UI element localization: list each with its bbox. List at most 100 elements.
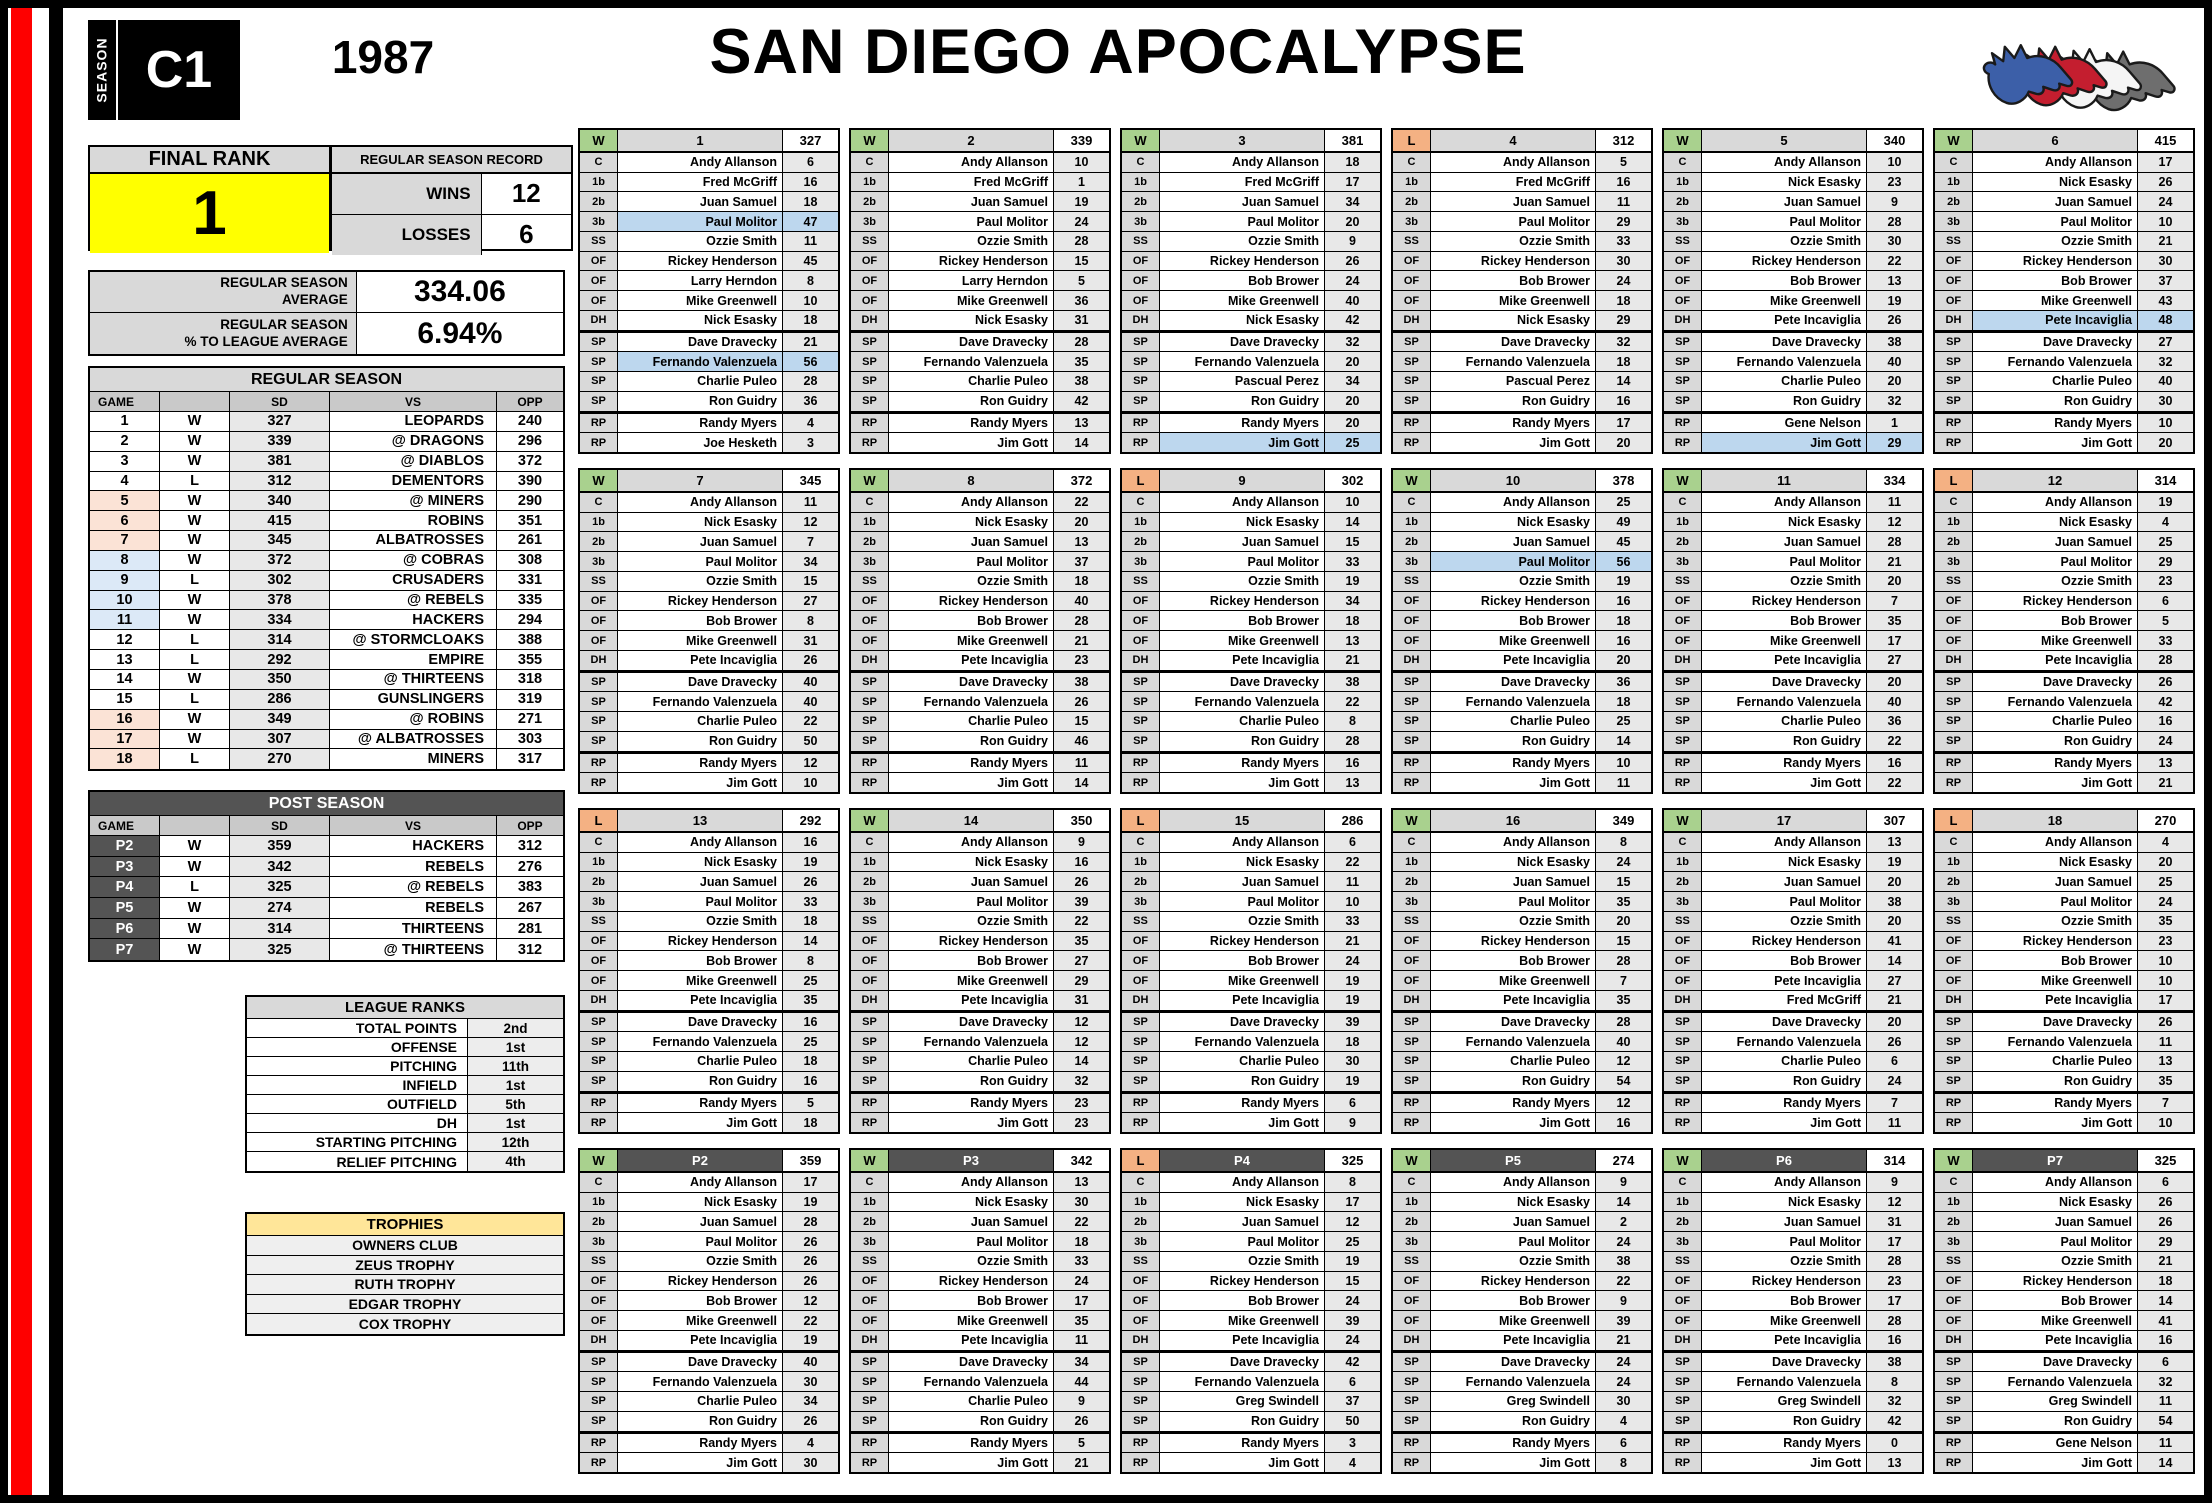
player-name[interactable]: Bob Brower bbox=[1431, 611, 1596, 631]
player-name[interactable]: Bob Brower bbox=[1973, 611, 2138, 631]
box-result[interactable]: W bbox=[1935, 130, 1973, 151]
player-points[interactable]: 21 bbox=[1054, 631, 1109, 650]
box-game-number[interactable]: 7 bbox=[618, 470, 783, 491]
player-points[interactable]: 26 bbox=[783, 872, 838, 892]
player-name[interactable]: Jim Gott bbox=[889, 1453, 1054, 1473]
player-points[interactable]: 24 bbox=[1596, 1352, 1651, 1372]
player-points[interactable]: 42 bbox=[1325, 310, 1380, 330]
player-name[interactable]: Ozzie Smith bbox=[1973, 1251, 2138, 1271]
player-points[interactable]: 8 bbox=[1596, 1453, 1651, 1473]
player-points[interactable]: 30 bbox=[1596, 251, 1651, 271]
player-points[interactable]: 31 bbox=[1867, 1212, 1922, 1232]
player-name[interactable]: Ozzie Smith bbox=[1702, 911, 1867, 931]
player-name[interactable]: Juan Samuel bbox=[889, 872, 1054, 892]
player-name[interactable]: Juan Samuel bbox=[1702, 192, 1867, 212]
box-game-number[interactable]: 17 bbox=[1702, 810, 1867, 831]
player-name[interactable]: Ron Guidry bbox=[1431, 391, 1596, 411]
player-points[interactable]: 14 bbox=[1596, 372, 1651, 391]
player-name[interactable]: Dave Dravecky bbox=[1431, 332, 1596, 352]
player-points[interactable]: 34 bbox=[1325, 372, 1380, 391]
player-name[interactable]: Fernando Valenzuela bbox=[1160, 692, 1325, 712]
player-points[interactable]: 8 bbox=[1867, 1372, 1922, 1392]
player-name[interactable]: Larry Herndon bbox=[889, 271, 1054, 291]
cell-sd-score[interactable]: 381 bbox=[230, 451, 330, 471]
player-points[interactable]: 18 bbox=[783, 310, 838, 330]
player-points[interactable]: 14 bbox=[1867, 951, 1922, 971]
player-name[interactable]: Ozzie Smith bbox=[618, 1251, 783, 1271]
player-name[interactable]: Fernando Valenzuela bbox=[889, 1032, 1054, 1052]
player-points[interactable]: 20 bbox=[1867, 1012, 1922, 1032]
player-points[interactable]: 28 bbox=[1054, 231, 1109, 251]
player-points[interactable]: 16 bbox=[2138, 712, 2193, 731]
player-points[interactable]: 16 bbox=[1867, 1330, 1922, 1350]
box-game-number[interactable]: 10 bbox=[1431, 470, 1596, 491]
box-team-score[interactable]: 314 bbox=[1867, 1150, 1922, 1171]
player-name[interactable]: Mike Greenwell bbox=[1973, 631, 2138, 650]
trophy-item[interactable]: OWNERS CLUB bbox=[247, 1236, 563, 1255]
player-name[interactable]: Jim Gott bbox=[1702, 1453, 1867, 1473]
player-name[interactable]: Ozzie Smith bbox=[1431, 1251, 1596, 1271]
player-name[interactable]: Bob Brower bbox=[1702, 1291, 1867, 1311]
cell-sd-score[interactable]: 292 bbox=[230, 650, 330, 669]
player-points[interactable]: 16 bbox=[1596, 591, 1651, 611]
player-points[interactable]: 42 bbox=[1867, 1411, 1922, 1431]
player-name[interactable]: Dave Dravecky bbox=[1160, 1012, 1325, 1032]
player-points[interactable]: 39 bbox=[1596, 1311, 1651, 1330]
player-points[interactable]: 17 bbox=[2138, 153, 2193, 172]
player-name[interactable]: Nick Esasky bbox=[1160, 512, 1325, 532]
box-result[interactable]: L bbox=[1935, 810, 1973, 831]
player-name[interactable]: Juan Samuel bbox=[1973, 532, 2138, 552]
player-points[interactable]: 14 bbox=[2138, 1453, 2193, 1473]
box-result[interactable]: L bbox=[1122, 1150, 1160, 1171]
box-team-score[interactable]: 345 bbox=[783, 470, 838, 491]
cell-game-number[interactable]: P5 bbox=[90, 898, 160, 918]
box-game-number[interactable]: 1 bbox=[618, 130, 783, 151]
player-points[interactable]: 36 bbox=[1596, 672, 1651, 692]
player-points[interactable]: 15 bbox=[783, 571, 838, 591]
player-points[interactable]: 20 bbox=[1596, 911, 1651, 931]
player-name[interactable]: Paul Molitor bbox=[889, 1232, 1054, 1251]
player-points[interactable]: 40 bbox=[1596, 1032, 1651, 1052]
cell-game-number[interactable]: 4 bbox=[90, 471, 160, 491]
player-name[interactable]: Ron Guidry bbox=[889, 391, 1054, 411]
cell-opponent-name[interactable]: ALBATROSSES bbox=[330, 531, 497, 550]
player-points[interactable]: 25 bbox=[1325, 433, 1380, 453]
player-points[interactable]: 12 bbox=[783, 512, 838, 532]
player-points[interactable]: 10 bbox=[2138, 413, 2193, 433]
player-name[interactable]: Randy Myers bbox=[1160, 753, 1325, 773]
player-name[interactable]: Paul Molitor bbox=[618, 892, 783, 911]
cell-sd-score[interactable]: 359 bbox=[230, 836, 330, 856]
player-points[interactable]: 26 bbox=[2138, 172, 2193, 192]
player-points[interactable]: 5 bbox=[2138, 611, 2193, 631]
player-name[interactable]: Randy Myers bbox=[1702, 1433, 1867, 1453]
player-points[interactable]: 9 bbox=[1596, 1291, 1651, 1311]
player-points[interactable]: 21 bbox=[1325, 650, 1380, 670]
player-points[interactable]: 25 bbox=[783, 1032, 838, 1052]
player-points[interactable]: 23 bbox=[1867, 172, 1922, 192]
cell-result[interactable]: W bbox=[160, 856, 230, 877]
player-name[interactable]: Bob Brower bbox=[1160, 611, 1325, 631]
player-name[interactable]: Jim Gott bbox=[1160, 1453, 1325, 1473]
player-points[interactable]: 21 bbox=[1325, 931, 1380, 951]
player-points[interactable]: 30 bbox=[1596, 1392, 1651, 1411]
player-name[interactable]: Mike Greenwell bbox=[1160, 971, 1325, 990]
cell-game-number[interactable]: 8 bbox=[90, 550, 160, 570]
player-name[interactable]: Randy Myers bbox=[1702, 753, 1867, 773]
player-name[interactable]: Andy Allanson bbox=[618, 493, 783, 512]
player-points[interactable]: 29 bbox=[1054, 971, 1109, 990]
player-points[interactable]: 10 bbox=[1325, 493, 1380, 512]
player-name[interactable]: Jim Gott bbox=[889, 1113, 1054, 1133]
cell-opponent-name[interactable]: @ DIABLOS bbox=[330, 451, 497, 471]
box-team-score[interactable]: 286 bbox=[1325, 810, 1380, 831]
player-points[interactable]: 16 bbox=[2138, 1330, 2193, 1350]
player-name[interactable]: Jim Gott bbox=[1973, 1113, 2138, 1133]
cell-result[interactable]: W bbox=[160, 669, 230, 689]
player-name[interactable]: Andy Allanson bbox=[1973, 493, 2138, 512]
player-name[interactable]: Bob Brower bbox=[618, 1291, 783, 1311]
player-points[interactable]: 20 bbox=[1325, 391, 1380, 411]
player-points[interactable]: 9 bbox=[1867, 1173, 1922, 1192]
player-name[interactable]: Jim Gott bbox=[1702, 1113, 1867, 1133]
player-points[interactable]: 20 bbox=[2138, 852, 2193, 872]
player-name[interactable]: Pete Incaviglia bbox=[1702, 971, 1867, 990]
cell-opponent-name[interactable]: @ STORMCLOAKS bbox=[330, 630, 497, 650]
